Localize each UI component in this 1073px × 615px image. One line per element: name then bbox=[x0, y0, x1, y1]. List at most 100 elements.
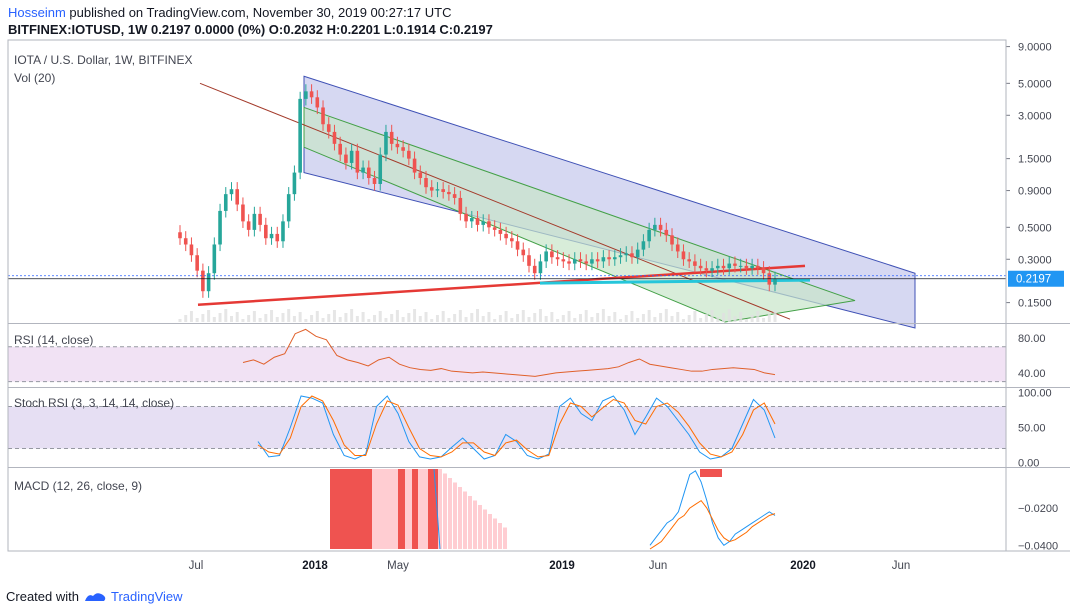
candle-body bbox=[727, 263, 732, 269]
candle-body bbox=[630, 253, 634, 258]
candle-body bbox=[681, 251, 686, 260]
candle-body bbox=[618, 255, 623, 258]
candle-body bbox=[475, 218, 480, 225]
volume-bar bbox=[487, 312, 491, 322]
candle-body bbox=[601, 257, 606, 262]
volume-bar bbox=[218, 313, 222, 322]
time-axis: Jul 2018 May 2019 Jun 2020 Jun bbox=[189, 560, 911, 572]
candle-body bbox=[298, 98, 302, 173]
volume-bar bbox=[601, 309, 605, 322]
volume-bar bbox=[493, 319, 497, 322]
candle-body bbox=[241, 204, 245, 222]
symbol-ohlc-line: BITFINEX:IOTUSD, 1W 0.2197 0.0000 (0%) O… bbox=[8, 22, 493, 37]
candle-body bbox=[624, 253, 629, 256]
stoch-rsi-pane: 100.00 50.00 0.00 Stoch RSI (3, 3, 14, 14, … bbox=[8, 388, 1052, 470]
candle-body bbox=[635, 249, 640, 258]
candle-body bbox=[510, 238, 514, 242]
candle-body bbox=[761, 268, 766, 274]
candle-body bbox=[218, 210, 222, 245]
candle-body bbox=[515, 241, 520, 250]
volume-bar bbox=[470, 313, 474, 322]
candle-body bbox=[384, 131, 388, 155]
macd-histogram-bar bbox=[463, 491, 467, 549]
candle-body bbox=[372, 178, 377, 184]
candle-body bbox=[756, 265, 760, 269]
volume-bar bbox=[310, 315, 314, 322]
volume-bar bbox=[544, 316, 548, 322]
candle-body bbox=[281, 221, 285, 242]
candle-body bbox=[647, 229, 651, 242]
volume-bar bbox=[258, 318, 262, 322]
last-price-label: 0.2197 bbox=[1016, 274, 1051, 286]
volume-bar bbox=[338, 317, 342, 322]
candle-body bbox=[550, 251, 554, 258]
candle-body bbox=[201, 270, 205, 292]
volume-bar bbox=[613, 312, 617, 322]
candle-body bbox=[212, 244, 217, 274]
volume-bar bbox=[401, 317, 405, 322]
candle-body bbox=[389, 131, 394, 144]
volume-bar bbox=[641, 314, 645, 322]
macd-line-segment bbox=[433, 468, 441, 550]
price-title: IOTA / U.S. Dollar, 1W, BITFINEX bbox=[14, 53, 192, 67]
volume-bar bbox=[556, 319, 560, 322]
candle-body bbox=[641, 241, 646, 250]
volume-bar bbox=[653, 317, 657, 322]
author-link[interactable]: Hosseinm bbox=[8, 5, 66, 20]
x-tick-label: Jun bbox=[892, 560, 911, 572]
volume-bar bbox=[207, 310, 211, 322]
macd-histogram-bar bbox=[503, 527, 507, 549]
candle-body bbox=[326, 124, 331, 132]
candle-body bbox=[687, 259, 691, 262]
candle-body bbox=[538, 261, 543, 274]
volume-bar bbox=[773, 310, 777, 322]
candle-body bbox=[355, 150, 360, 173]
candle-body bbox=[613, 257, 617, 260]
candle-body bbox=[572, 259, 577, 264]
volume-bar bbox=[550, 312, 554, 322]
x-tick-label: May bbox=[387, 560, 409, 572]
candle-body bbox=[441, 189, 445, 192]
stoch-band bbox=[8, 406, 1006, 449]
candle-body bbox=[653, 224, 657, 230]
footer: Created with TradingView bbox=[6, 589, 183, 604]
rsi-pane: 80.00 40.00 RSI (14, close) bbox=[8, 328, 1046, 383]
tradingview-brand[interactable]: TradingView bbox=[110, 589, 183, 604]
candle-body bbox=[698, 265, 703, 269]
rsi-tick-label: 80.00 bbox=[1018, 333, 1046, 345]
candle-body bbox=[424, 178, 428, 188]
stoch-tick-label: 100.00 bbox=[1018, 388, 1052, 400]
candle-body bbox=[344, 154, 348, 163]
volume-bar bbox=[292, 316, 296, 322]
volume-bar bbox=[464, 317, 468, 322]
candle-body bbox=[361, 167, 365, 173]
candle-body bbox=[578, 259, 583, 262]
volume-bar bbox=[395, 310, 399, 322]
volume-bar bbox=[590, 317, 594, 322]
macd-title: MACD (12, 26, close, 9) bbox=[14, 479, 142, 493]
candle-body bbox=[561, 259, 566, 262]
volume-bar bbox=[424, 312, 428, 322]
candle-body bbox=[332, 131, 337, 144]
x-tick-label: 2020 bbox=[790, 560, 816, 572]
volume-bar bbox=[241, 319, 245, 322]
macd-histogram-bar bbox=[372, 469, 398, 549]
macd-histogram-bar bbox=[468, 496, 472, 549]
macd-histogram-bar bbox=[458, 487, 462, 549]
candle-body bbox=[555, 257, 560, 260]
volume-bar bbox=[722, 313, 726, 322]
volume-bar bbox=[407, 313, 411, 322]
volume-bar bbox=[733, 316, 737, 322]
x-tick-label: 2018 bbox=[302, 560, 328, 572]
volume-bar bbox=[355, 316, 359, 322]
y-tick-label: 9.0000 bbox=[1018, 42, 1052, 54]
macd-histogram-bar bbox=[443, 473, 447, 549]
candle-body bbox=[498, 229, 503, 234]
stoch-tick-label: 0.00 bbox=[1018, 458, 1039, 470]
candle-body bbox=[349, 150, 354, 163]
volume-bar bbox=[447, 318, 451, 322]
volume-bar bbox=[630, 311, 634, 322]
volume-bar bbox=[275, 317, 279, 322]
volume-bar bbox=[327, 314, 331, 322]
